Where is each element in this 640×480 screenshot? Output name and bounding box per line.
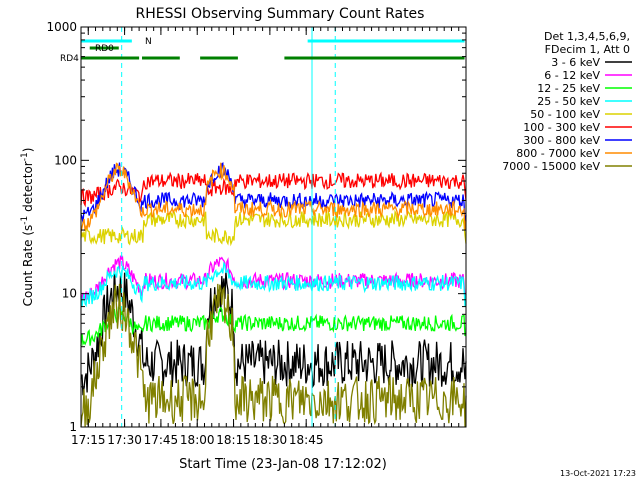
legend-entry-7: 300 - 800 keV <box>523 134 600 147</box>
flag-label-rd4: RD4 <box>60 54 79 64</box>
series-line-1 <box>80 267 467 396</box>
legend-entry-5: 50 - 100 keV <box>530 108 600 121</box>
chart-title: RHESSI Observing Summary Count Rates <box>136 6 425 22</box>
y-tick-label-4: 1000 <box>46 20 77 34</box>
y-axis-label-mid: detector <box>21 161 35 216</box>
y-tick-label-2: 10 <box>62 287 77 301</box>
y-tick-label-1: 1 <box>69 420 77 434</box>
y-axis-label-main: Count Rate (s <box>21 225 35 307</box>
y-axis-label: Count Rate (s-1 detector-1) <box>20 148 35 307</box>
series-line-4 <box>80 261 467 308</box>
x-tick-label-1: 17:15 <box>71 433 106 447</box>
y-axis: 1 10 100 1000 <box>46 20 466 434</box>
series-line-9 <box>80 283 467 428</box>
x-tick-label-7: 18:45 <box>289 433 324 447</box>
legend-header-2: FDecim 1, Att 0 <box>545 43 630 56</box>
x-axis: 17:15 17:30 17:45 18:00 18:15 18:30 18:45 <box>71 27 460 447</box>
series-line-6 <box>80 171 467 208</box>
series-line-7 <box>80 162 467 223</box>
timestamp: 13-Oct-2021 17:23 <box>560 469 636 478</box>
series-line-3 <box>80 306 467 347</box>
legend-header-1: Det 1,3,4,5,6,9, <box>544 30 630 43</box>
legend-entry-3: 12 - 25 keV <box>537 82 600 95</box>
plot-series <box>80 162 467 428</box>
x-tick-label-6: 18:30 <box>253 433 288 447</box>
legend: Det 1,3,4,5,6,9,FDecim 1, Att 03 - 6 keV… <box>502 30 632 173</box>
legend-entry-9: 7000 - 15000 keV <box>502 160 600 173</box>
flag-label-rd0: RD0 <box>95 44 114 54</box>
flag-bars: N RD0 RD4 <box>60 37 465 64</box>
series-line-8 <box>80 162 467 233</box>
x-axis-label: Start Time (23-Jan-08 17:12:02) <box>179 457 387 472</box>
x-tick-label-4: 18:00 <box>180 433 215 447</box>
legend-entry-6: 100 - 300 keV <box>523 121 600 134</box>
x-tick-label-5: 18:15 <box>216 433 251 447</box>
y-tick-label-3: 100 <box>54 153 77 167</box>
legend-entry-4: 25 - 50 keV <box>537 95 600 108</box>
legend-entry-8: 800 - 7000 keV <box>516 147 600 160</box>
x-tick-label-3: 17:45 <box>144 433 179 447</box>
y-axis-label-end: ) <box>21 148 35 153</box>
x-tick-label-2: 17:30 <box>107 433 142 447</box>
legend-entry-2: 6 - 12 keV <box>544 69 600 82</box>
flag-label-n: N <box>145 37 152 47</box>
y-axis-label-sup2: -1 <box>20 152 30 161</box>
plot-frame <box>80 26 467 428</box>
series-line-5 <box>80 209 467 247</box>
y-axis-label-sup1: -1 <box>20 216 30 225</box>
legend-entry-1: 3 - 6 keV <box>551 56 600 69</box>
